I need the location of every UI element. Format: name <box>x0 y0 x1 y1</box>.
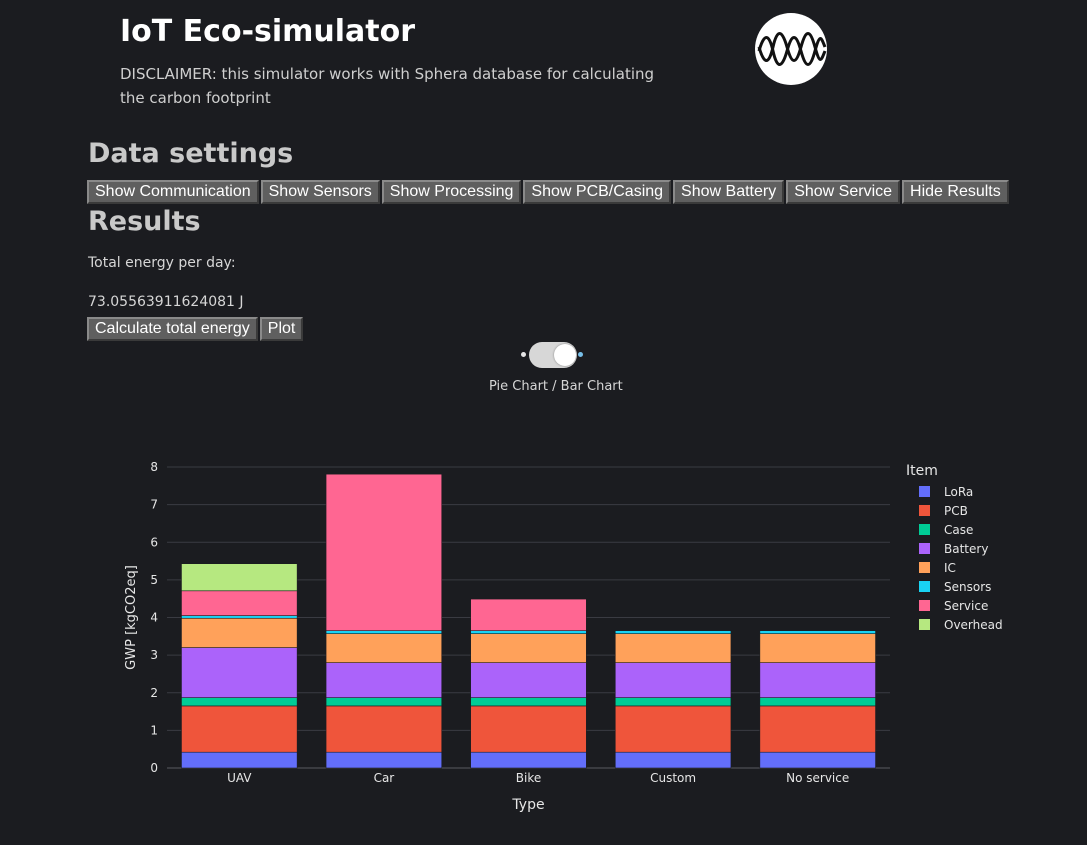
x-tick-label: Custom <box>650 771 696 785</box>
legend-swatch <box>919 619 930 630</box>
calculate-total-energy-button[interactable]: Calculate total energy <box>87 317 258 341</box>
x-tick-label: Bike <box>516 771 541 785</box>
legend-label: Case <box>944 523 973 537</box>
bar-segment <box>181 617 298 648</box>
show-processing-button[interactable]: Show Processing <box>381 180 522 204</box>
bar-segment <box>614 630 732 634</box>
bar-segment <box>470 662 587 698</box>
show-communication-button[interactable]: Show Communication <box>87 180 259 204</box>
legend-label: Service <box>944 599 988 613</box>
data-settings-toolbar: Show Communication Show Sensors Show Pro… <box>87 180 1009 204</box>
results-actions: Calculate total energy Plot <box>87 317 304 341</box>
y-tick-label: 3 <box>150 648 158 662</box>
legend-label: Overhead <box>944 618 1003 632</box>
bar-segment <box>759 697 876 707</box>
y-axis-title: GWP [kgCO2eq] <box>124 565 139 670</box>
bar-segment <box>181 647 298 698</box>
hide-results-button[interactable]: Hide Results <box>902 180 1009 204</box>
show-pcb-casing-button[interactable]: Show PCB/Casing <box>523 180 672 204</box>
bar-segment <box>181 563 298 592</box>
legend-swatch <box>919 543 930 554</box>
bar-segment <box>325 630 443 634</box>
show-battery-button[interactable]: Show Battery <box>673 180 785 204</box>
y-tick-label: 0 <box>150 761 158 775</box>
waveform-logo-icon <box>755 13 827 85</box>
bar-segment <box>470 598 587 631</box>
bar-segment <box>614 633 732 663</box>
bar-segment <box>325 751 443 769</box>
show-service-button[interactable]: Show Service <box>786 180 901 204</box>
y-tick-label: 7 <box>150 498 158 512</box>
total-energy-value: 73.05563911624081 J <box>88 294 244 310</box>
bar-segment <box>759 662 876 698</box>
legend-label: Sensors <box>944 580 991 594</box>
bar-segment <box>181 697 298 707</box>
legend-swatch <box>919 486 930 497</box>
y-tick-label: 6 <box>150 535 158 549</box>
bar-segment <box>470 751 587 769</box>
legend-label: IC <box>944 561 956 575</box>
legend-swatch <box>919 524 930 535</box>
app-title: IoT Eco-simulator <box>120 14 416 49</box>
toggle-right-indicator <box>578 352 583 357</box>
bar-segment <box>470 697 587 707</box>
bar-segment <box>759 630 876 634</box>
bar-segment <box>614 662 732 698</box>
legend-swatch <box>919 505 930 516</box>
gwp-stacked-bar-chart: 0 1 2 3 4 5 6 7 8 UAV Car Bike Custom No service Type G… <box>124 460 1003 813</box>
bar-segment <box>181 705 298 753</box>
bar-segment <box>759 751 876 769</box>
bar-segment <box>470 705 587 753</box>
y-tick-label: 1 <box>150 723 158 737</box>
bar-segment <box>614 697 732 707</box>
data-settings-heading: Data settings <box>88 138 294 169</box>
chart-type-toggle[interactable] <box>521 341 583 369</box>
y-tick-label: 8 <box>150 460 158 474</box>
bar-segment <box>325 705 443 753</box>
bar-segment <box>614 705 732 753</box>
show-sensors-button[interactable]: Show Sensors <box>260 180 380 204</box>
x-tick-label: Car <box>374 771 395 785</box>
y-tick-label: 2 <box>150 686 158 700</box>
bar-segment <box>181 590 298 616</box>
x-tick-label: No service <box>786 771 849 785</box>
legend-label: PCB <box>944 504 968 518</box>
y-tick-label: 4 <box>150 611 158 625</box>
bar-segment <box>181 615 298 619</box>
legend-title: Item <box>906 463 938 479</box>
x-axis-title: Type <box>511 797 544 813</box>
results-heading: Results <box>88 206 201 237</box>
toggle-left-indicator <box>521 352 526 357</box>
toggle-knob[interactable] <box>554 344 576 366</box>
bar-segment <box>759 705 876 753</box>
bar-segment <box>470 633 587 663</box>
bar-segment <box>470 630 587 634</box>
legend-label: LoRa <box>944 485 973 499</box>
plot-button[interactable]: Plot <box>259 317 304 341</box>
legend-swatch <box>919 600 930 611</box>
legend-swatch <box>919 562 930 573</box>
total-energy-label: Total energy per day: <box>88 255 236 271</box>
disclaimer-text: DISCLAIMER: this simulator works with Sp… <box>120 65 655 107</box>
x-tick-label: UAV <box>227 771 252 785</box>
bar-segment <box>325 473 443 631</box>
bar-segment <box>325 697 443 707</box>
bar-segment <box>759 633 876 663</box>
waveform-logo-graphic <box>757 32 827 66</box>
y-tick-label: 5 <box>150 573 158 587</box>
bar-segment <box>325 633 443 663</box>
bar-segment <box>181 751 298 769</box>
legend-swatch <box>919 581 930 592</box>
legend-label: Battery <box>944 542 988 556</box>
chart-type-toggle-label: Pie Chart / Bar Chart <box>489 379 623 394</box>
bar-segment <box>614 751 732 769</box>
bar-segment <box>325 662 443 698</box>
